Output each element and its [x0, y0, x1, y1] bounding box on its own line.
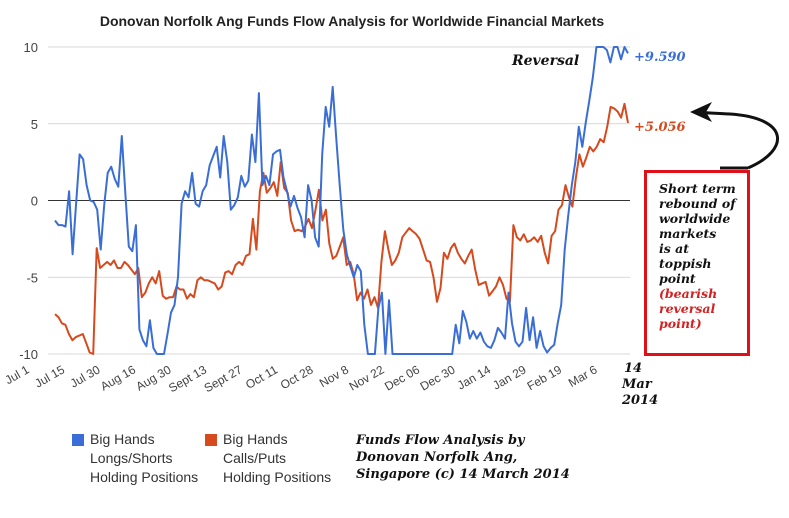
credit-line: Singapore (c) 14 March 2014 — [356, 467, 570, 482]
x-tick-label-last: Mar — [621, 377, 653, 392]
callout-box: Short term rebound of worldwide markets … — [644, 170, 750, 356]
x-tick-label: Jul 30 — [68, 362, 103, 390]
legend-label-line: Calls/Puts — [223, 450, 287, 466]
x-tick-label: Dec 30 — [418, 362, 458, 393]
legend-label-line: Holding Positions — [223, 469, 332, 485]
x-tick-label: Oct 11 — [243, 362, 280, 392]
gridlines — [48, 46, 630, 355]
series-line-longs-shorts — [54, 46, 629, 355]
callout-line: markets — [659, 226, 717, 241]
x-tick-label-last: 14 — [624, 361, 642, 376]
credit-line: Funds Flow Analysis by — [356, 433, 525, 448]
x-tick-label: Mar 6 — [566, 362, 600, 390]
y-tick-label: 10 — [24, 40, 38, 55]
y-axis-ticks: 10 5 0 -5 -10 — [19, 40, 38, 362]
credit-text: Funds Flow Analysis by Donovan Norfolk A… — [356, 432, 570, 483]
callout-line: Short term — [659, 181, 736, 196]
x-tick-label: Nov 22 — [347, 362, 387, 393]
callout-red-line: reversal — [659, 301, 716, 316]
curved-arrow — [690, 102, 779, 170]
x-tick-label: Aug 16 — [98, 362, 138, 393]
x-tick-label: Oct 28 — [278, 362, 316, 392]
y-tick-label: 0 — [31, 194, 38, 209]
series-line-calls-puts — [54, 102, 629, 355]
x-tick-label: Aug 30 — [134, 362, 174, 393]
x-tick-label: Jan 14 — [455, 362, 493, 392]
chart-title: Donovan Norfolk Ang Funds Flow Analysis … — [100, 13, 605, 29]
legend-item-blue[interactable]: Big Hands Longs/Shorts Holding Positions — [72, 430, 198, 487]
legend-label-line: Longs/Shorts — [90, 450, 173, 466]
x-tick-label: Nov 8 — [317, 362, 351, 390]
reversal-annotation: Reversal — [511, 53, 579, 69]
callout-line: worldwide — [659, 211, 731, 226]
legend-swatch-red — [205, 434, 217, 446]
legend-label-line: Holding Positions — [90, 469, 199, 485]
legend-swatch-blue — [72, 434, 84, 446]
x-tick-label: Feb 19 — [525, 362, 565, 393]
series-lines — [54, 46, 629, 355]
blue-series-end-label: +9.590 — [634, 50, 686, 65]
legend-label-line: Big Hands — [90, 431, 155, 447]
y-tick-label: -10 — [19, 347, 38, 362]
x-tick-label: Sept 13 — [166, 362, 209, 395]
credit-line: Donovan Norfolk Ang, — [356, 450, 518, 465]
callout-red-line: (bearish — [659, 286, 718, 301]
y-tick-label: -5 — [26, 270, 38, 285]
callout-line: is at — [659, 241, 690, 256]
legend-item-red[interactable]: Big Hands Calls/Puts Holding Positions — [205, 430, 331, 487]
x-tick-label: Jul 1 — [3, 362, 32, 387]
red-series-end-label: +5.056 — [634, 120, 686, 135]
x-tick-label-last: 2014 — [621, 393, 658, 408]
x-tick-label: Jan 29 — [490, 362, 528, 392]
callout-line: rebound of — [659, 196, 736, 211]
callout-red-line: point) — [659, 316, 702, 331]
callout-line: toppish — [659, 256, 712, 271]
x-tick-label: Dec 06 — [382, 362, 422, 393]
legend-label-line: Big Hands — [223, 431, 288, 447]
x-tick-label: Sept 27 — [202, 362, 245, 395]
x-tick-label: Jul 15 — [32, 362, 67, 390]
callout-line: point — [659, 271, 696, 286]
y-tick-label: 5 — [31, 117, 38, 132]
